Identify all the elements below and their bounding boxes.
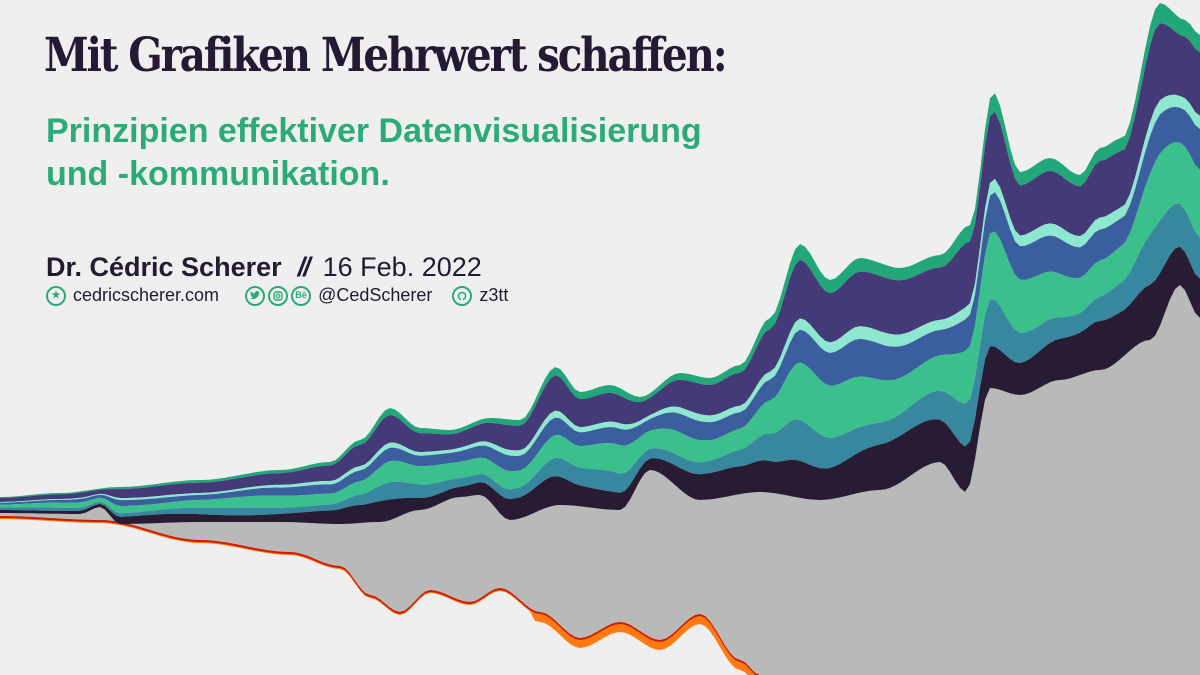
website-link[interactable]: ★ cedricscherer.com [46,285,219,306]
github-handle: z3tt [479,285,509,305]
stream-orange-band [0,516,1200,675]
page-subtitle: Prinzipien effektiver Datenvisualisierun… [46,110,946,196]
stream-layer-2 [0,23,1200,503]
instagram-icon [268,285,289,306]
website-text: cedricscherer.com [73,285,220,305]
author-name: Dr. Cédric Scherer [46,252,282,282]
star-icon: ★ [46,285,66,306]
contact-row: ★ cedricscherer.com Bē @CedScherer z3tt [46,285,508,306]
byline: Dr. Cédric Scherer // 16 Feb. 2022 [46,252,482,283]
stream-layer-7 [0,246,1200,524]
behance-icon: Bē [291,285,312,306]
subtitle-line-1: Prinzipien effektiver Datenvisualisierun… [46,112,702,150]
page-title: Mit Grafiken Mehrwert schaffen: [44,28,728,83]
subtitle-line-2: und -kommunikation. [46,155,390,193]
github-link[interactable]: z3tt [452,285,508,306]
social-handle: @CedScherer [318,285,433,305]
byline-separator: // [297,252,311,282]
social-link[interactable]: Bē @CedScherer [245,285,432,306]
presentation-date: 16 Feb. 2022 [322,252,482,282]
twitter-icon [245,285,266,306]
github-icon [452,285,473,306]
